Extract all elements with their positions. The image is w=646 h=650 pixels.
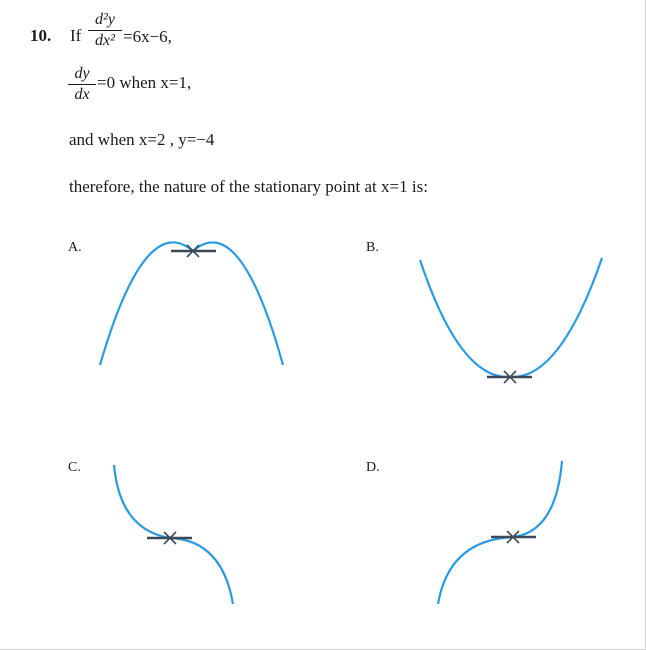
first-derivative-rhs: =0 when x=1, [97,73,192,92]
first-derivative-numerator: dy [74,65,90,82]
fraction-bar [68,84,96,85]
if-word: If [70,26,82,45]
cross-marker-b [503,370,517,384]
cross-marker-d [506,530,520,544]
question-number: 10. [30,26,52,45]
first-derivative-fraction: dy dx [68,66,96,103]
option-b-label[interactable]: B. [366,240,379,255]
cross-marker-c [163,531,177,545]
second-derivative-numerator: d²y [95,11,115,28]
first-derivative-denominator: dx [74,86,90,103]
second-derivative-denominator: dx² [95,32,115,49]
question-prompt: therefore, the nature of the stationary … [69,177,428,196]
option-d-label[interactable]: D. [366,460,380,475]
cross-marker-a [186,244,200,258]
option-a-label[interactable]: A. [68,240,82,255]
curve-d [436,460,564,605]
given-point-text: and when x=2 , y=−4 [69,130,215,149]
fraction-bar [88,30,122,31]
second-derivative-fraction: d²y dx² [88,12,122,49]
second-derivative-rhs: =6x−6, [123,27,172,46]
option-c-label[interactable]: C. [68,460,81,475]
